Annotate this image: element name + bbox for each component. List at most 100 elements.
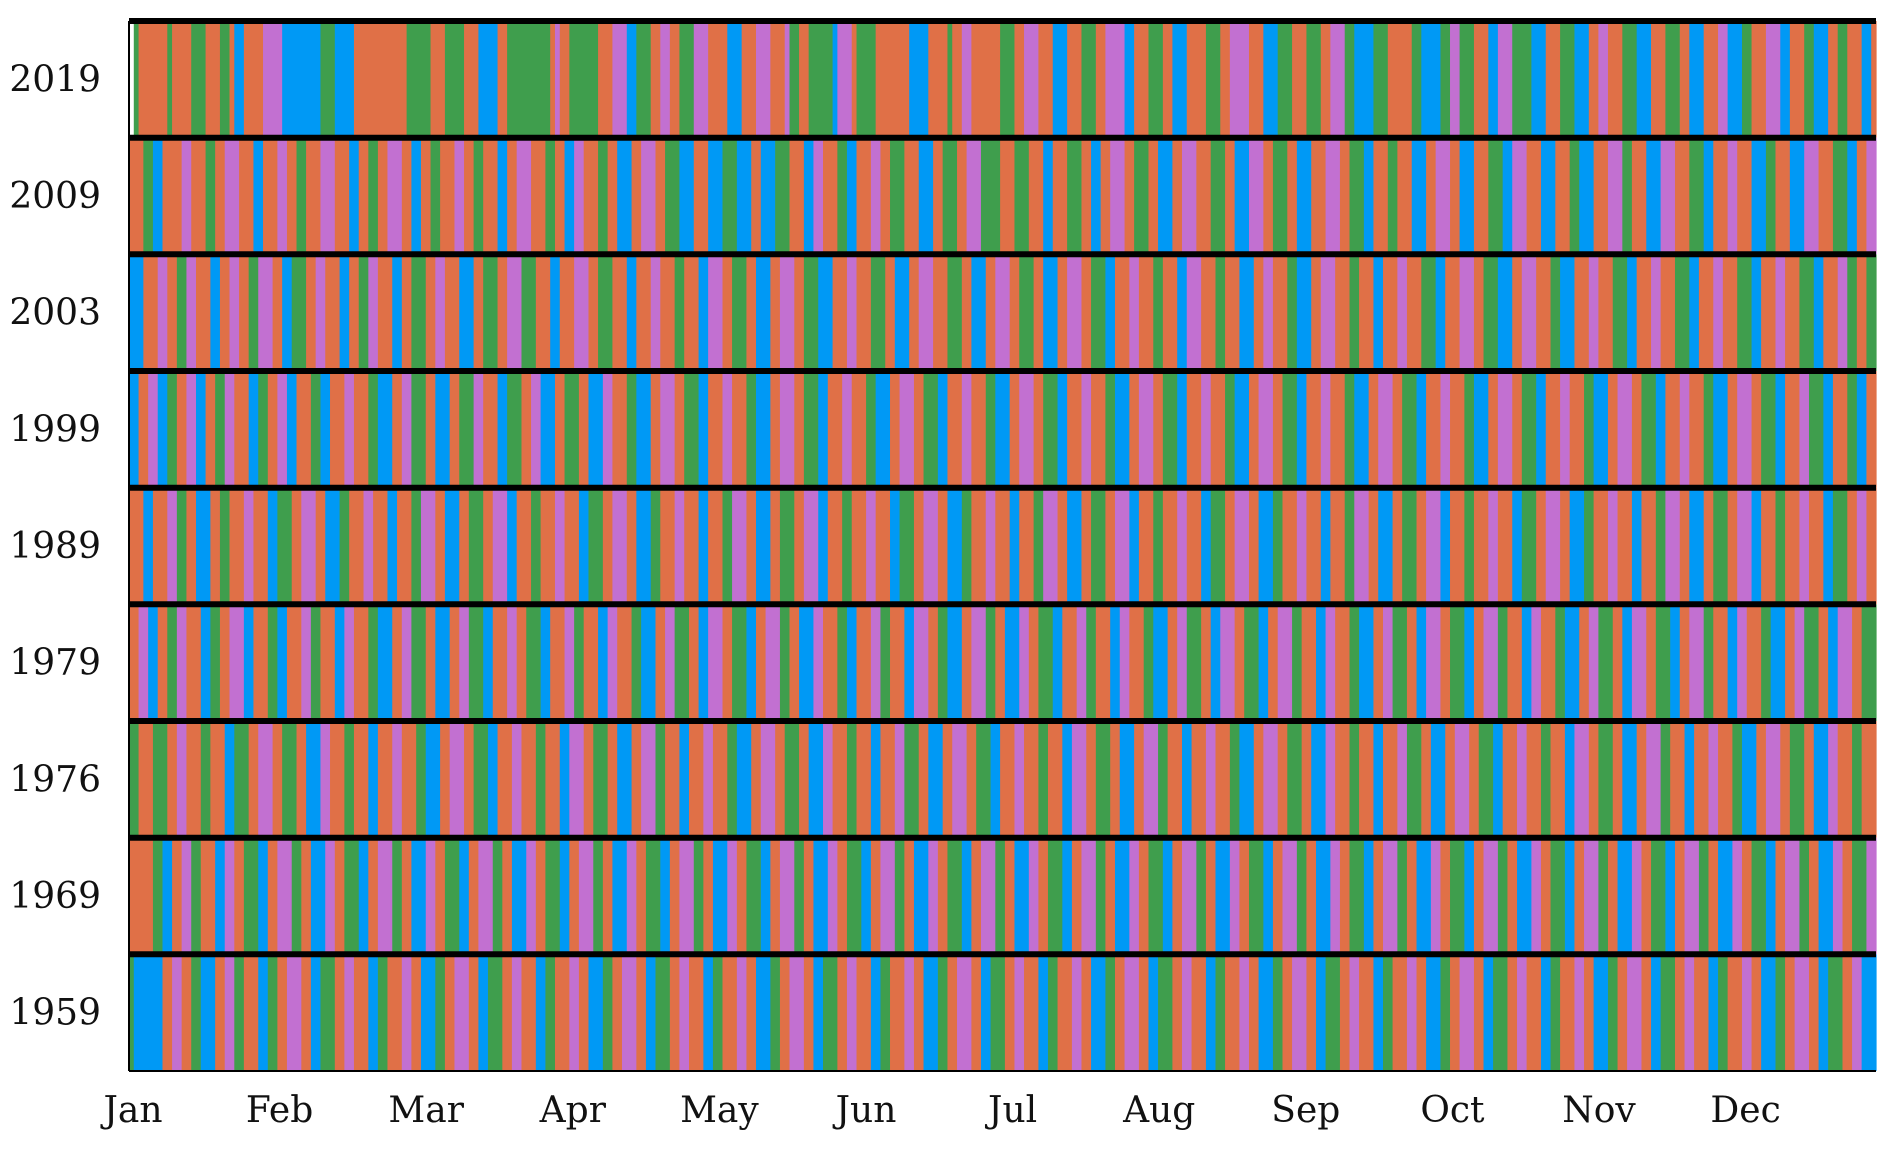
band-1959-139 [1684, 954, 1695, 1071]
band-2009-62 [856, 137, 872, 255]
band-1999-3 [157, 371, 168, 488]
band-2019-114 [1804, 21, 1815, 138]
band-1959-19 [344, 954, 355, 1071]
band-1969-89 [1129, 837, 1140, 955]
band-1976-39 [593, 721, 609, 838]
band-1979-140 [1713, 604, 1729, 721]
band-2009-47 [665, 137, 681, 255]
band-1959-40 [578, 954, 590, 1071]
band-2019-43 [808, 21, 834, 138]
band-2003-68 [933, 254, 949, 371]
band-1969-35 [526, 837, 537, 955]
band-1989-40 [602, 487, 614, 605]
band-1999-9 [215, 371, 226, 488]
band-1976-136 [1756, 721, 1767, 838]
band-1989-42 [626, 487, 637, 605]
band-1976-57 [808, 721, 824, 838]
band-1976-119 [1550, 721, 1566, 838]
band-2003-99 [1311, 254, 1322, 371]
band-1989-103 [1354, 487, 1370, 605]
band-1999-31 [459, 371, 475, 488]
band-1979-51 [698, 604, 709, 721]
band-2009-88 [1181, 137, 1197, 255]
band-2009-141 [1866, 137, 1877, 255]
band-1976-115 [1502, 721, 1518, 838]
band-1969-8 [224, 837, 235, 955]
band-1959-39 [569, 954, 580, 1071]
band-1989-101 [1330, 487, 1346, 605]
band-1989-92 [1225, 487, 1236, 605]
band-2019-107 [1718, 21, 1729, 138]
band-1979-85 [1086, 604, 1097, 721]
band-1989-85 [1138, 487, 1154, 605]
band-2003-22 [368, 254, 379, 371]
band-2019-106 [1703, 21, 1719, 138]
band-1999-141 [1775, 371, 1786, 488]
band-1959-51 [703, 954, 714, 1071]
band-1969-121 [1483, 837, 1499, 955]
band-1979-142 [1737, 604, 1748, 721]
band-1999-107 [1368, 371, 1379, 488]
band-1989-68 [937, 487, 949, 605]
band-1979-143 [1746, 604, 1762, 721]
band-1959-5 [191, 954, 202, 1071]
band-1959-125 [1526, 954, 1542, 1071]
band-2009-104 [1387, 137, 1398, 255]
band-2003-53 [746, 254, 757, 371]
band-2009-113 [1502, 137, 1513, 255]
band-1976-94 [1253, 721, 1264, 838]
x-tick-label-dec: Dec [1710, 1090, 1780, 1131]
band-1999-69 [913, 371, 925, 488]
band-1979-111 [1383, 604, 1394, 721]
band-1959-81 [1038, 954, 1049, 1071]
band-1976-113 [1478, 721, 1494, 838]
band-2003-40 [588, 254, 599, 371]
band-1989-142 [1823, 487, 1834, 605]
band-1999-145 [1823, 371, 1834, 488]
band-1999-109 [1392, 371, 1403, 488]
band-1979-53 [722, 604, 733, 721]
band-1999-61 [818, 371, 829, 488]
band-1999-89 [1153, 371, 1164, 488]
band-2003-24 [392, 254, 403, 371]
band-2009-84 [1134, 137, 1150, 255]
band-2003-51 [722, 254, 733, 371]
band-1989-25 [420, 487, 436, 605]
band-2003-52 [732, 254, 748, 371]
band-1979-86 [1095, 604, 1111, 721]
band-2009-45 [641, 137, 657, 255]
band-2003-98 [1296, 254, 1312, 371]
band-2009-120 [1593, 137, 1609, 255]
band-1999-78 [1019, 371, 1035, 488]
band-1959-78 [1004, 954, 1016, 1071]
band-2003-11 [248, 254, 259, 371]
band-2019-79 [1330, 21, 1346, 138]
band-1976-87 [1167, 721, 1183, 838]
band-2019-108 [1727, 21, 1743, 138]
band-1989-87 [1162, 487, 1178, 605]
band-1976-117 [1526, 721, 1542, 838]
band-1999-99 [1272, 371, 1284, 488]
band-1959-70 [913, 954, 925, 1071]
band-1969-52 [712, 837, 728, 955]
band-1979-73 [947, 604, 963, 721]
band-1989-90 [1201, 487, 1212, 605]
band-2019-11 [282, 21, 322, 138]
band-1969-61 [813, 837, 829, 955]
band-2003-131 [1713, 254, 1724, 371]
band-1969-116 [1430, 837, 1442, 955]
band-1989-12 [267, 487, 278, 605]
band-1999-7 [196, 371, 207, 488]
band-2009-80 [1091, 137, 1102, 255]
band-1979-144 [1761, 604, 1772, 721]
band-1959-128 [1560, 954, 1576, 1071]
band-1976-32 [511, 721, 523, 838]
band-2003-46 [660, 254, 676, 371]
band-1976-51 [736, 721, 752, 838]
band-2009-77 [1052, 137, 1068, 255]
band-1969-39 [569, 837, 580, 955]
band-2003-71 [971, 254, 987, 371]
band-1999-26 [401, 371, 412, 488]
band-1979-68 [890, 604, 905, 721]
